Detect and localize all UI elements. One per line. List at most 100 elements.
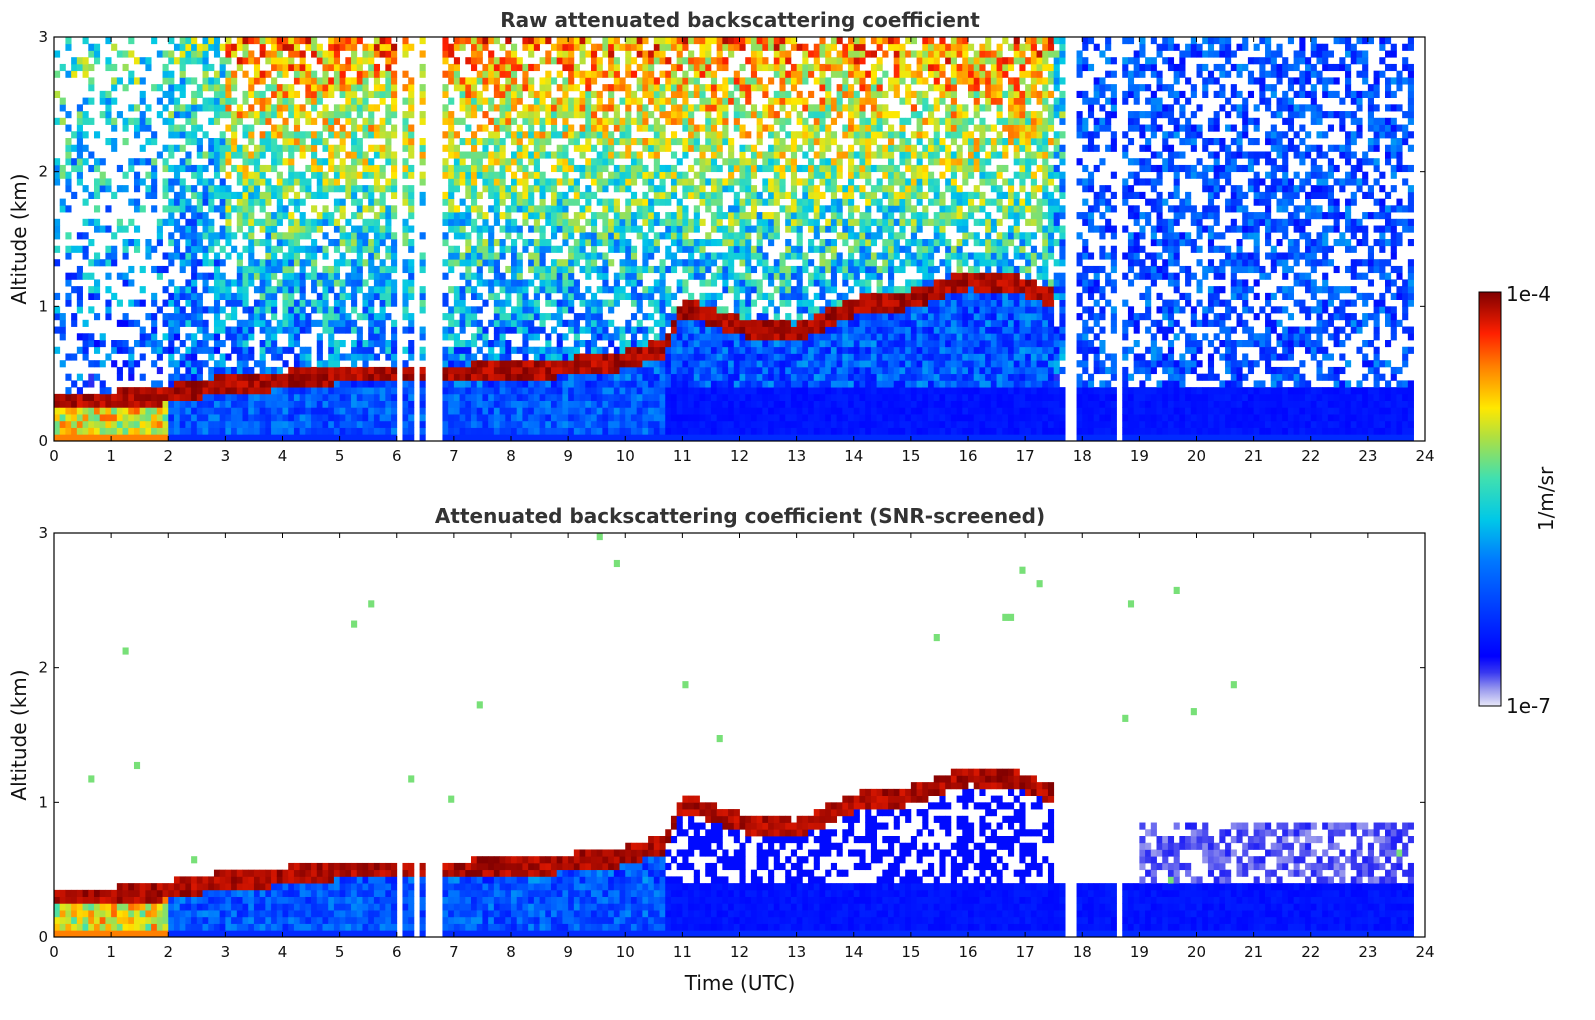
heatmap-cell bbox=[93, 259, 101, 267]
heatmap-cell bbox=[288, 225, 295, 233]
heatmap-cell bbox=[642, 292, 649, 300]
heatmap-cell bbox=[248, 259, 255, 267]
heatmap-cell bbox=[105, 387, 112, 395]
heatmap-cell bbox=[65, 111, 72, 119]
heatmap-cell bbox=[642, 124, 649, 132]
heatmap-cell bbox=[442, 171, 449, 179]
heatmap-cell bbox=[596, 124, 603, 132]
heatmap-cell bbox=[539, 400, 546, 408]
heatmap-cell bbox=[362, 205, 369, 213]
heatmap-cell bbox=[88, 43, 95, 51]
heatmap-cell bbox=[556, 212, 563, 220]
heatmap-cell bbox=[568, 70, 575, 78]
heatmap-cell bbox=[253, 393, 261, 401]
heatmap-cell bbox=[122, 434, 129, 442]
heatmap-cell bbox=[488, 245, 495, 253]
heatmap-cell bbox=[242, 124, 249, 132]
heatmap-cell bbox=[602, 252, 609, 260]
heatmap-cell bbox=[745, 434, 752, 442]
heatmap-cell bbox=[265, 400, 272, 408]
heatmap-cell bbox=[356, 138, 363, 146]
heatmap-cell bbox=[562, 366, 569, 375]
heatmap-cell bbox=[373, 252, 381, 260]
heatmap-cell bbox=[630, 70, 638, 78]
heatmap-cell bbox=[653, 286, 660, 294]
heatmap-cell bbox=[191, 245, 198, 253]
heatmap-cell bbox=[625, 400, 632, 408]
heatmap-cell bbox=[265, 319, 272, 327]
heatmap-cell bbox=[482, 212, 489, 220]
heatmap-cell bbox=[562, 171, 569, 179]
heatmap-cell bbox=[459, 420, 466, 428]
heatmap-cell bbox=[345, 326, 352, 334]
heatmap-cell bbox=[191, 299, 198, 307]
heatmap-cell bbox=[505, 420, 512, 428]
heatmap-cell bbox=[322, 272, 329, 280]
heatmap-cell bbox=[253, 414, 261, 422]
heatmap-cell bbox=[511, 326, 518, 334]
heatmap-cell bbox=[733, 117, 740, 125]
heatmap-cell bbox=[391, 407, 398, 415]
heatmap-cell bbox=[248, 77, 255, 85]
heatmap-cell bbox=[242, 366, 249, 375]
heatmap-cell bbox=[482, 178, 489, 186]
heatmap-cell bbox=[670, 225, 678, 233]
heatmap-cell bbox=[311, 50, 318, 58]
heatmap-cell bbox=[562, 292, 569, 300]
heatmap-cell bbox=[642, 346, 649, 354]
heatmap-cell bbox=[419, 387, 426, 395]
heatmap-cell bbox=[728, 225, 735, 233]
heatmap-cell bbox=[716, 178, 723, 186]
heatmap-cell bbox=[265, 198, 272, 206]
heatmap-cell bbox=[659, 265, 666, 274]
heatmap-cell bbox=[682, 144, 689, 152]
heatmap-cell bbox=[545, 239, 552, 247]
heatmap-cell bbox=[356, 380, 363, 388]
heatmap-cell bbox=[459, 319, 466, 327]
heatmap-cell bbox=[219, 286, 226, 294]
heatmap-cell bbox=[590, 178, 598, 186]
heatmap-cell bbox=[688, 50, 695, 58]
heatmap-cell bbox=[196, 346, 203, 354]
heatmap-cell bbox=[231, 70, 238, 78]
heatmap-cell bbox=[373, 151, 381, 159]
heatmap-cell bbox=[225, 239, 232, 247]
heatmap-cell bbox=[676, 420, 683, 428]
heatmap-cell bbox=[356, 373, 363, 381]
heatmap-cell bbox=[105, 393, 112, 401]
heatmap-cell bbox=[322, 299, 329, 307]
heatmap-cell bbox=[236, 279, 243, 287]
heatmap-cell bbox=[728, 43, 735, 51]
heatmap-cell bbox=[282, 393, 289, 401]
heatmap-cell bbox=[345, 43, 352, 51]
heatmap-cell bbox=[516, 299, 523, 307]
heatmap-cell bbox=[590, 380, 598, 388]
heatmap-cell bbox=[471, 43, 478, 51]
heatmap-cell bbox=[528, 346, 535, 354]
heatmap-cell bbox=[168, 239, 175, 247]
heatmap-cell bbox=[653, 43, 660, 51]
heatmap-cell bbox=[670, 400, 678, 408]
heatmap-cell bbox=[259, 191, 266, 199]
heatmap-cell bbox=[276, 245, 283, 253]
heatmap-cell bbox=[339, 198, 346, 206]
heatmap-cell bbox=[676, 245, 683, 253]
heatmap-cell bbox=[442, 414, 449, 422]
heatmap-cell bbox=[328, 50, 335, 58]
heatmap-cell bbox=[356, 111, 363, 119]
heatmap-cell bbox=[665, 212, 672, 220]
heatmap-cell bbox=[465, 393, 472, 401]
heatmap-cell bbox=[65, 353, 72, 361]
heatmap-cell bbox=[590, 387, 598, 395]
heatmap-cell bbox=[54, 407, 61, 415]
heatmap-cell bbox=[448, 171, 455, 179]
heatmap-cell bbox=[162, 185, 169, 193]
heatmap-cell bbox=[242, 218, 249, 226]
heatmap-cell bbox=[585, 414, 592, 422]
heatmap-cell bbox=[139, 340, 146, 348]
heatmap-cell bbox=[539, 407, 546, 415]
heatmap-cell bbox=[173, 299, 181, 307]
heatmap-cell bbox=[722, 340, 729, 348]
heatmap-cell bbox=[573, 212, 580, 220]
heatmap-cell bbox=[533, 252, 540, 260]
